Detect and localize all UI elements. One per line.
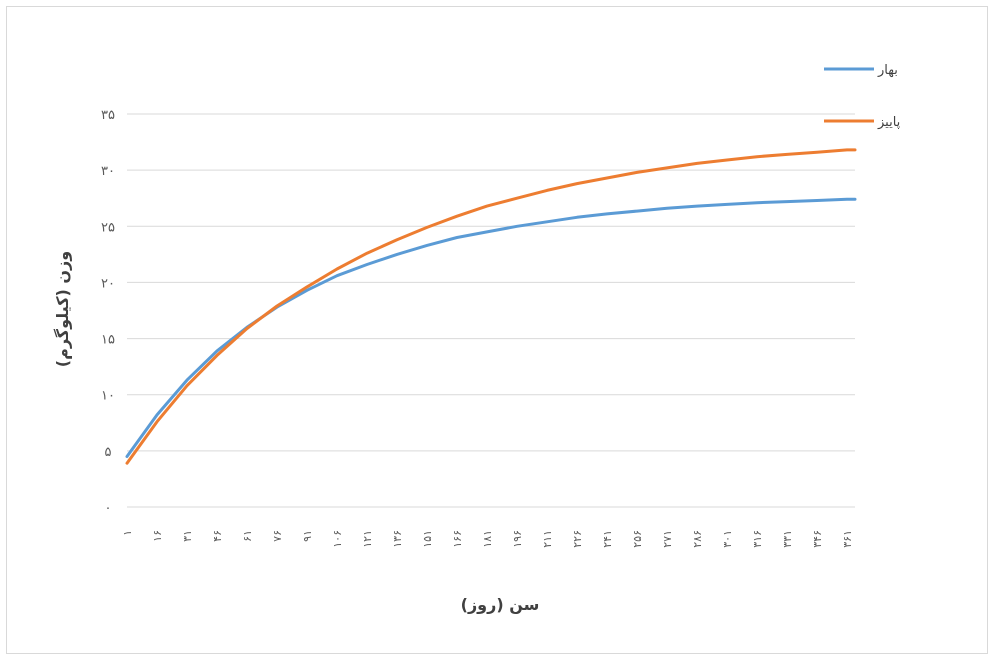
x-tick-label: ۱۳۶ (391, 530, 404, 548)
y-tick-label: ۳۰ (101, 164, 115, 179)
y-tick-label: ۵ (105, 445, 112, 460)
x-tick-label: ۲۸۶ (691, 530, 704, 548)
x-tick-label: ۱۶۶ (451, 530, 464, 548)
x-tick-label: ۲۲۶ (571, 530, 584, 548)
x-tick-label: ۲۱۱ (541, 530, 554, 548)
x-tick-label: ۱۶ (151, 530, 164, 542)
x-tick-label: ۱۲۱ (361, 530, 374, 548)
y-tick-label: ۰ (105, 501, 112, 516)
x-tick-label: ۳۶۱ (841, 530, 854, 548)
legend-label: پاییز (877, 115, 901, 130)
y-tick-label: ۲۰ (101, 276, 115, 291)
x-axis-title: سن (روز) (461, 595, 540, 614)
x-tick-label: ۳۰۱ (721, 530, 734, 548)
x-tick-label: ۳۳۱ (781, 530, 794, 548)
x-tick-label: ۲۷۱ (661, 530, 674, 548)
y-tick-label: ۳۵ (101, 108, 115, 123)
x-tick-label: ۹۱ (301, 530, 314, 542)
x-tick-label: ۱۹۶ (511, 530, 524, 548)
x-tick-label: ۴۶ (211, 530, 224, 542)
x-tick-label: ۱ (121, 530, 134, 536)
legend-label: بهار (877, 63, 898, 78)
series-line-1 (125, 148, 857, 465)
y-tick-labels: ۰ ۵ ۱۰ ۱۵ ۲۰ ۲۵ ۳۰ ۳۵ (101, 108, 115, 516)
series-lines (125, 148, 857, 465)
x-tick-label: ۳۱۶ (751, 530, 764, 548)
x-tick-label: ۶۱ (241, 530, 254, 542)
x-tick-label: ۱۰۶ (331, 530, 344, 548)
x-tick-label: ۳۱ (181, 530, 194, 542)
x-tick-labels: ۱ ۱۶ ۳۱ ۴۶ ۶۱ ۷۶ ۹۱ ۱۰۶ ۱۲۱ ۱۳۶ ۱۵۱ ۱۶۶ ۱۸۱ ۱۹۶ ۲۱۱ ۲۲۶… (121, 530, 854, 548)
x-tick-label: ۱۵۱ (421, 530, 434, 548)
y-tick-label: ۱۵ (101, 333, 115, 348)
x-tick-label: ۳۴۶ (811, 530, 824, 548)
series-line-0 (125, 197, 857, 458)
y-tick-label: ۲۵ (101, 220, 115, 235)
x-tick-label: ۷۶ (271, 530, 284, 542)
gridlines (127, 113, 855, 508)
y-axis-title: وزن (کیلوگرم) (53, 251, 72, 367)
y-tick-label: ۱۰ (101, 389, 115, 404)
x-tick-label: ۲۴۱ (601, 530, 614, 548)
legend: بهار پاییز (824, 63, 901, 130)
x-tick-label: ۱۸۱ (481, 530, 494, 548)
x-tick-label: ۲۵۶ (631, 530, 644, 548)
